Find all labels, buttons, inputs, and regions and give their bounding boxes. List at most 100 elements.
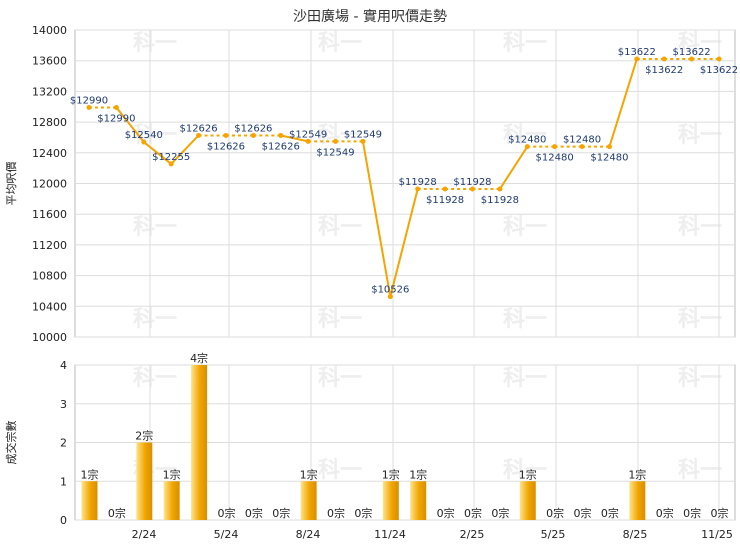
y-tick-label: 4	[60, 359, 67, 372]
price-data-label: $12626	[262, 141, 300, 152]
price-point	[552, 144, 558, 150]
bar-data-label: 0宗	[683, 506, 701, 520]
watermark-text: 科一	[133, 307, 177, 332]
price-point	[579, 144, 585, 150]
watermark-text: 科一	[503, 366, 547, 391]
price-data-label: $13622	[700, 65, 738, 76]
bar-data-label: 0宗	[546, 506, 564, 520]
price-point	[305, 138, 311, 144]
watermark-text: 科一	[678, 458, 722, 483]
watermark-text: 科一	[678, 123, 722, 148]
x-tick-label: 5/24	[214, 528, 239, 541]
bar-data-label: 0宗	[217, 506, 235, 520]
transaction-bar	[136, 442, 153, 520]
transaction-bar	[382, 481, 399, 520]
price-point	[86, 105, 92, 111]
x-tick-label: 8/24	[296, 528, 321, 541]
bar-data-label: 0宗	[108, 506, 126, 520]
y-tick-label: 13600	[32, 55, 67, 68]
price-point	[634, 56, 640, 62]
y-tick-label: 1	[60, 475, 67, 488]
price-point	[333, 138, 339, 144]
price-data-label: $11928	[399, 177, 437, 188]
x-tick-label: 5/25	[541, 528, 566, 541]
transaction-bar	[163, 481, 180, 520]
bar-data-label: 4宗	[190, 351, 208, 365]
bar-data-label: 1宗	[409, 467, 427, 481]
watermark-text: 科一	[503, 458, 547, 483]
bar-data-label: 1宗	[300, 467, 318, 481]
price-point	[223, 132, 229, 138]
price-data-label: $12480	[536, 153, 574, 164]
bar-data-label: 0宗	[272, 506, 290, 520]
bar-data-label: 0宗	[491, 506, 509, 520]
price-data-label: $10526	[371, 285, 409, 296]
price-data-label: $12990	[70, 96, 108, 107]
transaction-bar	[81, 481, 98, 520]
price-line-segment	[280, 134, 309, 143]
price-line-segment	[389, 188, 419, 297]
watermark-text: 科一	[318, 123, 362, 148]
x-tick-label: 11/25	[701, 528, 733, 541]
watermark-text: 科一	[503, 123, 547, 148]
price-point	[387, 294, 393, 300]
y-tick-label: 0	[60, 514, 67, 527]
y-tick-label: 3	[60, 398, 67, 411]
price-point	[524, 144, 530, 150]
y-tick-label: 10400	[32, 300, 67, 313]
price-data-label: $12540	[125, 130, 163, 141]
watermark-text: 科一	[503, 215, 547, 240]
price-data-label: $12626	[207, 141, 245, 152]
price-data-label: $12549	[344, 129, 382, 140]
watermark-text: 科一	[678, 307, 722, 332]
watermark-text: 科一	[678, 366, 722, 391]
price-data-label: $12480	[563, 135, 601, 146]
price-point	[360, 138, 366, 144]
bar-data-label: 0宗	[437, 506, 455, 520]
transaction-bar	[410, 481, 427, 520]
price-data-label: $13622	[618, 47, 656, 58]
y-axis-label: 成交宗數	[4, 421, 18, 465]
y-tick-label: 10000	[32, 331, 67, 344]
price-data-label: $12549	[316, 147, 354, 158]
price-point	[689, 56, 695, 62]
price-point	[141, 139, 147, 145]
price-point	[250, 132, 256, 138]
price-data-label: $12549	[289, 129, 327, 140]
bar-data-label: 0宗	[656, 506, 674, 520]
price-line-segment	[608, 58, 638, 147]
bar-data-label: 0宗	[327, 506, 345, 520]
x-tick-label: 8/25	[623, 528, 648, 541]
watermark-text: 科一	[503, 31, 547, 56]
price-line-segment	[361, 141, 392, 297]
transaction-bar	[629, 481, 646, 520]
x-tick-label: 2/25	[460, 528, 485, 541]
y-tick-label: 11600	[32, 208, 67, 221]
price-point	[196, 132, 202, 138]
bar-data-label: 1宗	[519, 467, 537, 481]
bar-data-label: 0宗	[711, 506, 729, 520]
y-tick-label: 12000	[32, 178, 67, 191]
price-line-segment	[143, 141, 172, 165]
watermark-text: 科一	[503, 307, 547, 332]
price-point	[113, 105, 119, 111]
price-data-label: $12480	[590, 153, 628, 164]
y-axis-label: 平均呎價	[4, 162, 18, 206]
bar-data-label: 0宗	[354, 506, 372, 520]
bar-data-label: 1宗	[628, 467, 646, 481]
price-data-label: $12990	[97, 114, 135, 125]
bar-data-label: 1宗	[382, 467, 400, 481]
watermark-text: 科一	[318, 458, 362, 483]
price-data-label: $13622	[673, 47, 711, 58]
price-point	[442, 186, 448, 192]
chart-title: 沙田廣場 - 實用呎價走勢	[293, 8, 447, 25]
y-tick-label: 11200	[32, 239, 67, 252]
y-tick-label: 13200	[32, 85, 67, 98]
y-tick-label: 2	[60, 437, 67, 450]
price-data-label: $11928	[453, 177, 491, 188]
price-data-label: $11928	[481, 195, 519, 206]
price-point	[469, 186, 475, 192]
bar-data-label: 0宗	[574, 506, 592, 520]
watermark-text: 科一	[318, 31, 362, 56]
